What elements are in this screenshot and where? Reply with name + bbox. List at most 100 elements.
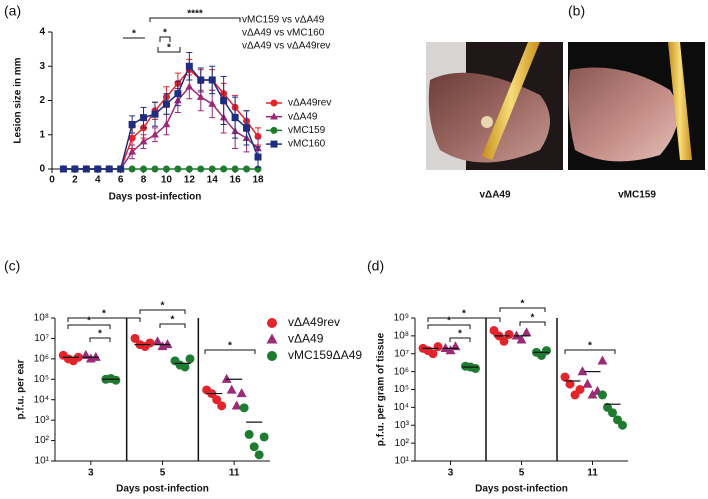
legend-marker	[270, 99, 278, 107]
y-axis-label: p.f.u. per gram of tissue	[376, 332, 387, 446]
legend-marker	[270, 112, 278, 120]
data-point	[440, 342, 451, 352]
data-point	[80, 349, 91, 359]
data-point	[162, 339, 173, 349]
data-point	[259, 432, 269, 442]
data-point	[130, 333, 140, 343]
legend-marker	[270, 140, 278, 148]
photo-panel: (b) vΔA49 vMC159	[426, 3, 705, 201]
marker	[151, 165, 159, 173]
significance-label: *	[462, 309, 466, 320]
legend-marker	[270, 126, 278, 134]
significance-bracket	[449, 337, 471, 342]
marker	[128, 134, 136, 142]
marker	[71, 165, 79, 173]
x-tick-label: 3	[88, 468, 94, 479]
marker	[208, 165, 216, 173]
data-point	[587, 389, 598, 399]
data-point	[212, 395, 222, 405]
data-point	[511, 330, 522, 340]
legend-label: vΔA49	[288, 332, 324, 346]
y-tick-label: 10⁵	[394, 384, 409, 395]
y-tick-label: 10²	[395, 438, 410, 449]
x-tick-label: 4	[95, 175, 101, 186]
legend-label: vΔA49rev	[288, 315, 340, 329]
data-point	[471, 363, 480, 373]
significance-label: ****	[187, 9, 203, 20]
y-tick-label: 10³	[395, 420, 410, 431]
marker	[220, 165, 228, 173]
y-tick-label: 3	[39, 61, 45, 72]
y-tick-label: 10⁹	[394, 313, 409, 324]
x-tick-label: 16	[230, 175, 242, 186]
data-point	[565, 379, 575, 389]
marker	[139, 137, 148, 145]
significance-bracket	[564, 349, 616, 354]
data-point	[111, 375, 121, 385]
marker	[105, 165, 113, 173]
data-point	[428, 349, 438, 359]
marker	[197, 76, 205, 84]
photo	[426, 42, 563, 170]
photo	[568, 42, 705, 170]
x-axis-label: Days post-infection	[475, 484, 568, 495]
x-tick-label: 0	[49, 175, 55, 186]
significance-bracket	[89, 337, 111, 342]
panel-label: (a)	[4, 3, 21, 19]
marker	[185, 62, 193, 70]
significance-label: *	[161, 301, 165, 312]
significance-label: *	[588, 341, 592, 352]
comparison-label: vMC159 vs vΔA49	[242, 15, 325, 26]
marker	[140, 165, 148, 173]
data-point	[249, 442, 259, 452]
legend-label: vMC159	[288, 125, 326, 136]
y-tick-label: 10¹	[395, 456, 410, 467]
data-point	[516, 334, 527, 344]
significance-bracket	[67, 317, 141, 322]
data-point	[244, 429, 254, 439]
x-tick-label: 18	[252, 175, 264, 186]
y-tick-label: 10⁴	[394, 402, 409, 413]
significance-label: *	[102, 309, 106, 320]
y-tick-label: 10⁸	[394, 331, 409, 342]
marker	[162, 100, 170, 108]
marker	[174, 90, 182, 98]
significance-bracket	[67, 324, 111, 329]
marker	[208, 76, 216, 84]
legend-label: vMC159ΔA49	[288, 348, 362, 362]
marker	[128, 147, 136, 155]
y-tick-label: 10⁶	[394, 366, 409, 377]
y-tick-label: 10⁴	[34, 394, 49, 405]
marker	[82, 165, 90, 173]
y-tick-label: 10¹	[35, 456, 50, 467]
x-axis-label: Days post-infection	[116, 484, 209, 495]
data-point	[90, 351, 101, 361]
photo-caption: vMC159	[618, 190, 656, 201]
marker	[128, 165, 136, 173]
significance-label: *	[132, 29, 136, 40]
data-point	[597, 355, 608, 365]
data-point	[221, 373, 232, 383]
significance-bracket	[499, 307, 546, 312]
marker	[162, 120, 171, 128]
significance-label: *	[447, 316, 451, 327]
data-point	[239, 403, 249, 413]
data-point	[499, 336, 509, 346]
marker	[254, 153, 262, 161]
x-tick-label: 6	[118, 175, 124, 186]
y-tick-label: 10⁷	[34, 333, 49, 344]
y-tick-label: 10⁵	[34, 374, 49, 385]
y-tick-label: 10⁸	[34, 313, 49, 324]
legend-label: vΔA49rev	[288, 98, 331, 109]
significance-label: *	[458, 329, 462, 340]
x-tick-label: 3	[448, 468, 454, 479]
x-tick-label: 8	[141, 175, 147, 186]
data-point	[445, 345, 456, 355]
data-point	[582, 378, 593, 388]
comparison-label: vΔA49 vs vMC160	[242, 28, 325, 39]
marker	[243, 165, 251, 173]
data-point	[185, 354, 195, 364]
y-tick-label: 2	[39, 95, 45, 106]
marker	[151, 110, 159, 118]
data-point	[560, 372, 570, 382]
